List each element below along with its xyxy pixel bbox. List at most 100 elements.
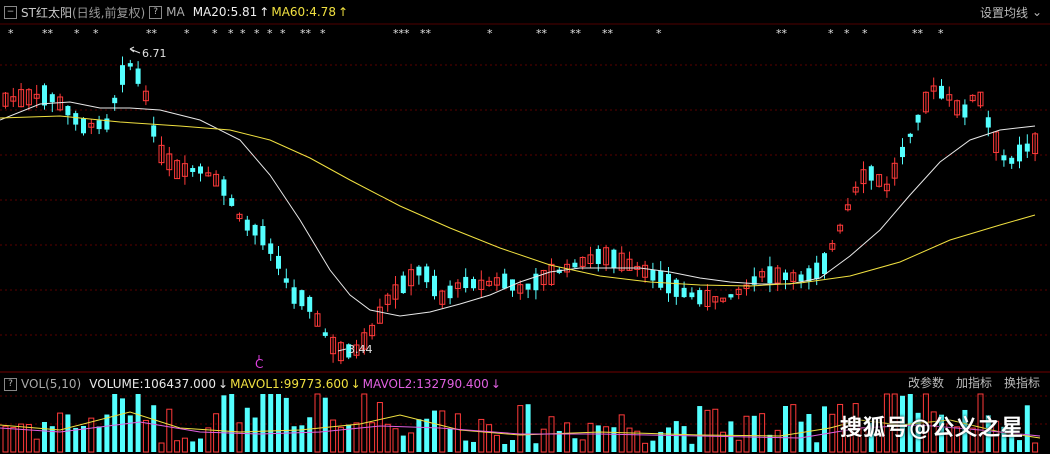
candle-body xyxy=(759,271,766,278)
volume-bar xyxy=(1009,427,1015,452)
candle-body xyxy=(135,68,141,84)
volume-bar xyxy=(471,441,476,452)
up-arrow-icon: ↑ xyxy=(337,5,349,19)
volume-bar xyxy=(712,408,719,453)
period-info: (日线,前复权) xyxy=(71,5,146,20)
volume-bar xyxy=(205,427,212,453)
star-mark: * xyxy=(828,27,834,40)
stock-name: ST红太阳 xyxy=(21,5,72,20)
candle-body xyxy=(572,262,578,268)
candle-body xyxy=(213,173,220,187)
candle-body xyxy=(540,269,547,286)
star-mark: * xyxy=(184,27,190,40)
chevron-down-icon[interactable]: ⌄ xyxy=(1031,5,1042,19)
candle-body xyxy=(642,264,649,278)
star-mark: ** xyxy=(42,27,54,40)
high-price-label: 6.71 xyxy=(142,47,167,60)
star-mark: * xyxy=(240,27,246,40)
volume-bar xyxy=(1032,442,1039,453)
volume-bar xyxy=(142,419,149,453)
candle-body xyxy=(689,292,695,298)
candle-body xyxy=(432,275,437,297)
volume-bar xyxy=(704,409,711,453)
candle-body xyxy=(299,290,305,307)
candle-body xyxy=(587,254,594,265)
ma60-line xyxy=(0,115,1036,287)
candle-body xyxy=(88,122,95,128)
volume-bar xyxy=(353,422,360,453)
volume-bar xyxy=(158,442,165,453)
candle-body xyxy=(42,85,47,106)
candle-body xyxy=(883,183,890,192)
candle-body xyxy=(876,174,883,187)
volume-bar xyxy=(299,425,305,452)
mavol1-value: MAVOL1:99773.600 xyxy=(230,377,349,391)
candle-body xyxy=(291,287,297,304)
candle-body xyxy=(611,249,617,269)
star-mark: * xyxy=(74,27,80,40)
candle-body xyxy=(190,168,196,172)
candle-body xyxy=(361,332,368,350)
volume-bar xyxy=(540,428,547,453)
candle-body xyxy=(822,253,827,275)
volume-bar xyxy=(1017,440,1022,452)
candle-body xyxy=(322,332,328,336)
volume-bar xyxy=(112,394,118,452)
settings-ma-button[interactable]: 设置均线 xyxy=(979,5,1028,20)
volume-bar xyxy=(88,417,95,453)
candle-body xyxy=(969,94,976,102)
volume-bar xyxy=(408,432,415,453)
candle-body xyxy=(1017,144,1022,162)
candle-body xyxy=(806,268,812,282)
volume-bar xyxy=(166,408,173,453)
star-mark: ** xyxy=(776,27,788,40)
candle-body xyxy=(930,85,937,92)
help-icon[interactable]: ? xyxy=(149,5,163,19)
candle-body xyxy=(1001,155,1007,161)
candle-body xyxy=(844,204,851,211)
volume-bar xyxy=(10,427,17,453)
candle-body xyxy=(353,344,360,356)
star-mark: * xyxy=(212,27,218,40)
candle-body xyxy=(25,89,32,106)
candle-body xyxy=(814,262,820,280)
collapse-icon[interactable]: − xyxy=(4,5,17,19)
candle-body xyxy=(283,278,289,283)
volume-bar xyxy=(424,418,430,452)
volume-bar xyxy=(844,420,851,453)
volume-bar xyxy=(198,438,203,452)
star-mark: ** xyxy=(912,27,924,40)
star-mark: * xyxy=(844,27,850,40)
candle-body xyxy=(1024,143,1030,152)
candle-body xyxy=(392,284,399,300)
candle-body xyxy=(922,91,929,113)
vol-label: VOL(5,10) xyxy=(21,377,82,391)
candle-body xyxy=(2,92,9,107)
candle-body xyxy=(774,267,781,284)
candle-body xyxy=(307,296,313,312)
candle-body xyxy=(658,270,664,288)
volume-bar xyxy=(135,394,141,452)
candle-body xyxy=(369,324,376,337)
candle-body xyxy=(712,296,719,303)
candle-body xyxy=(502,273,508,289)
edit-params-button[interactable]: 改参数 xyxy=(907,376,944,390)
candle-body xyxy=(852,186,859,193)
candle-body xyxy=(493,277,500,286)
help-icon[interactable]: ? xyxy=(4,377,17,391)
candle-body xyxy=(556,269,562,273)
candle-body xyxy=(260,226,266,246)
volume-bar xyxy=(322,397,328,452)
switch-indicator-button[interactable]: 换指标 xyxy=(1003,376,1040,390)
volume-bar xyxy=(985,415,991,452)
candle-body xyxy=(96,120,102,130)
candle-body xyxy=(650,269,656,281)
candle-body xyxy=(81,118,86,134)
volume-bar xyxy=(1001,426,1007,452)
add-indicator-button[interactable]: 加指标 xyxy=(955,376,992,390)
down-arrow-icon: ↓ xyxy=(350,377,361,391)
candle-body xyxy=(728,294,734,298)
mavol2-line xyxy=(0,421,1041,439)
volume-bar xyxy=(25,424,32,453)
